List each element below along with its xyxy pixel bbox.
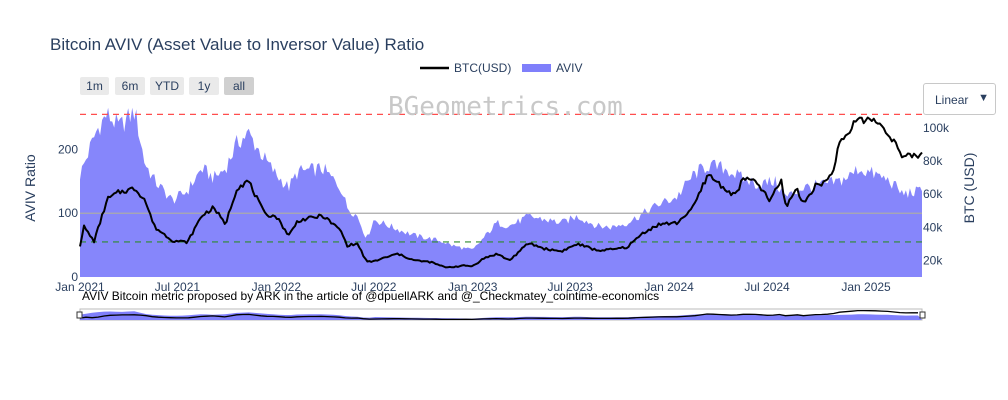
range-slider-btc: [79, 309, 918, 321]
range-slider-handle-right[interactable]: [919, 311, 926, 319]
scale-dropdown-value: Linear: [935, 93, 969, 107]
x-tick-label: Jul 2024: [744, 280, 790, 294]
y-left-tick-label: 200: [58, 142, 78, 156]
legend-label-aviv: AVIV: [556, 61, 582, 75]
x-tick-label: Jan 2023: [448, 280, 498, 294]
y-axis-right-title: BTC (USD): [961, 153, 977, 224]
x-tick-label: Jul 2023: [547, 280, 593, 294]
range-button-6m[interactable]: 6m: [115, 77, 145, 95]
x-tick-label: Jul 2021: [155, 280, 201, 294]
y-right-tick-label: 20k: [923, 253, 943, 267]
x-tick-label: Jan 2022: [252, 280, 302, 294]
range-slider-handle-left[interactable]: [76, 311, 83, 319]
legend-swatch-aviv: [522, 64, 551, 72]
x-tick-label: Jul 2022: [351, 280, 397, 294]
legend-label-btc: BTC(USD): [454, 61, 511, 75]
legend-item-btc[interactable]: BTC(USD): [420, 61, 511, 75]
range-button-1y[interactable]: 1y: [189, 77, 219, 95]
y-left-tick-label: 0: [71, 270, 78, 284]
y-right-tick-label: 60k: [923, 187, 943, 201]
aviv-area-series: [80, 107, 922, 277]
x-axis: Jan 2021 Jul 2021 Jan 2022 Jul 2022 Jan 2023…: [55, 280, 891, 294]
chart-title: Bitcoin AVIV (Asset Value to Inversor Va…: [50, 35, 424, 54]
range-slider[interactable]: [76, 308, 926, 321]
y-axis-left-title: AVIV Ratio: [22, 154, 38, 222]
legend-item-aviv[interactable]: AVIV: [522, 61, 582, 75]
annotation-text: AVIV Bitcoin metric proposed by ARK in t…: [82, 289, 659, 303]
x-tick-label: Jan 2025: [841, 280, 891, 294]
y-right-tick-label: 80k: [923, 154, 943, 168]
btc-line-series: [79, 116, 923, 269]
watermark: BGeometrics.com: [388, 92, 623, 122]
chevron-down-icon: ▼: [978, 92, 989, 104]
legend: BTC(USD) AVIV: [420, 61, 582, 75]
y-axis-left: 0 100 200: [58, 142, 78, 284]
y-axis-right: 20k 40k 60k 80k 100k: [923, 121, 950, 268]
scale-dropdown[interactable]: Linear ▼: [923, 83, 996, 115]
reference-lines: [80, 113, 922, 243]
y-right-tick-label: 40k: [923, 220, 943, 234]
range-button-all[interactable]: all: [224, 77, 254, 95]
range-button-1m[interactable]: 1m: [80, 77, 109, 95]
y-left-tick-label: 100: [58, 206, 78, 220]
x-tick-label: Jan 2021: [55, 280, 105, 294]
y-right-tick-label: 100k: [923, 121, 950, 135]
x-tick-label: Jan 2024: [644, 280, 694, 294]
range-button-ytd[interactable]: YTD: [150, 77, 184, 95]
plot-area[interactable]: [79, 107, 923, 277]
